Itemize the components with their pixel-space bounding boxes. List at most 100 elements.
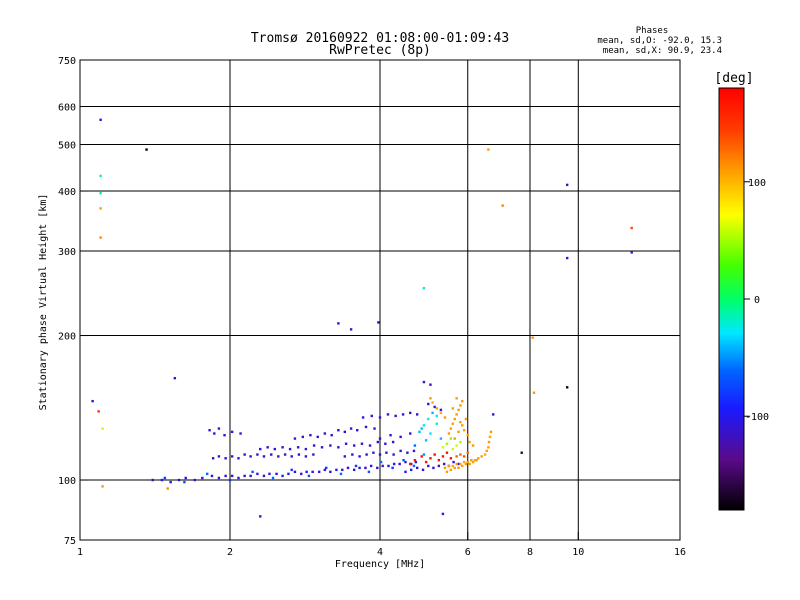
data-point [452,460,455,464]
data-point [435,414,438,418]
data-point [205,472,209,476]
data-point [565,386,569,389]
data-point [473,458,477,462]
data-point [455,444,458,447]
data-point [398,462,401,466]
data-point [488,435,492,439]
data-point [462,460,466,464]
data-point [230,430,234,434]
y-tick-label: 600 [58,103,76,114]
data-point [421,468,425,472]
data-point [208,429,211,432]
data-point [433,405,436,409]
data-point [459,440,462,444]
data-point [337,429,340,432]
data-point [384,442,387,445]
data-point [441,512,445,516]
colorbar [718,87,745,511]
data-point [437,458,441,462]
data-point [364,425,368,429]
data-point [223,433,226,437]
data-point [173,376,177,380]
data-point [409,432,412,435]
data-point [487,440,491,444]
data-point [316,435,319,439]
x-tick-label: 2 [227,547,233,558]
data-point [429,457,432,460]
data-point [381,464,384,468]
data-point [379,460,383,464]
data-point [343,430,347,434]
data-point [424,439,428,442]
data-point [169,480,172,484]
data-point [151,478,155,482]
data-point [376,466,379,470]
data-point [339,472,343,476]
data-point [268,472,271,476]
data-point [251,470,254,474]
data-point [99,207,102,210]
data-point [277,455,280,458]
data-point [305,470,308,474]
data-point [378,437,382,440]
data-point [163,476,167,480]
data-point [335,468,338,472]
data-point [412,449,416,453]
data-point [346,466,350,470]
stats-x-mode: mean, sd,X: 90.9, 23.4 [603,46,722,56]
chart-subtitle: RwPretec (8p) [329,43,431,58]
data-point [413,444,417,447]
data-point [459,420,462,424]
data-point [429,397,432,400]
data-point [449,457,453,460]
data-point [293,470,297,474]
data-point [376,440,380,444]
data-point [385,451,388,454]
data-point [304,455,308,458]
data-point [330,433,333,437]
data-point [565,256,569,260]
data-point [273,447,276,451]
data-point [471,444,475,447]
data-point [455,397,458,400]
data-point [201,476,204,480]
data-point [392,453,395,456]
data-point [630,226,633,230]
data-point [431,411,434,415]
data-point [349,328,353,331]
data-point [230,455,234,458]
data-point [422,286,426,290]
data-point [470,458,473,462]
data-point [386,413,390,416]
x-tick-label: 16 [674,547,686,558]
data-point [431,401,434,404]
data-point [455,455,458,458]
data-point [309,433,312,437]
data-point [243,453,246,456]
stats-heading: Phases [636,26,669,36]
data-point [449,427,453,430]
data-point [365,453,368,456]
data-point [166,487,169,490]
data-point [451,464,455,468]
data-point [461,399,464,403]
data-point [275,472,278,476]
x-axis-label: Frequency [MHz] [335,559,425,570]
data-point [387,464,390,468]
data-point [439,408,443,412]
data-point [565,183,569,187]
data-point [459,404,462,407]
data-point [320,446,324,449]
x-tick-label: 1 [77,547,83,558]
data-point [99,236,102,239]
data-point [343,455,347,458]
data-point [211,457,215,460]
data-point [372,451,375,454]
data-point [307,474,311,478]
data-point [459,453,462,456]
data-point [451,447,455,451]
data-point [290,468,293,472]
data-point [468,440,471,444]
data-point [394,414,397,418]
